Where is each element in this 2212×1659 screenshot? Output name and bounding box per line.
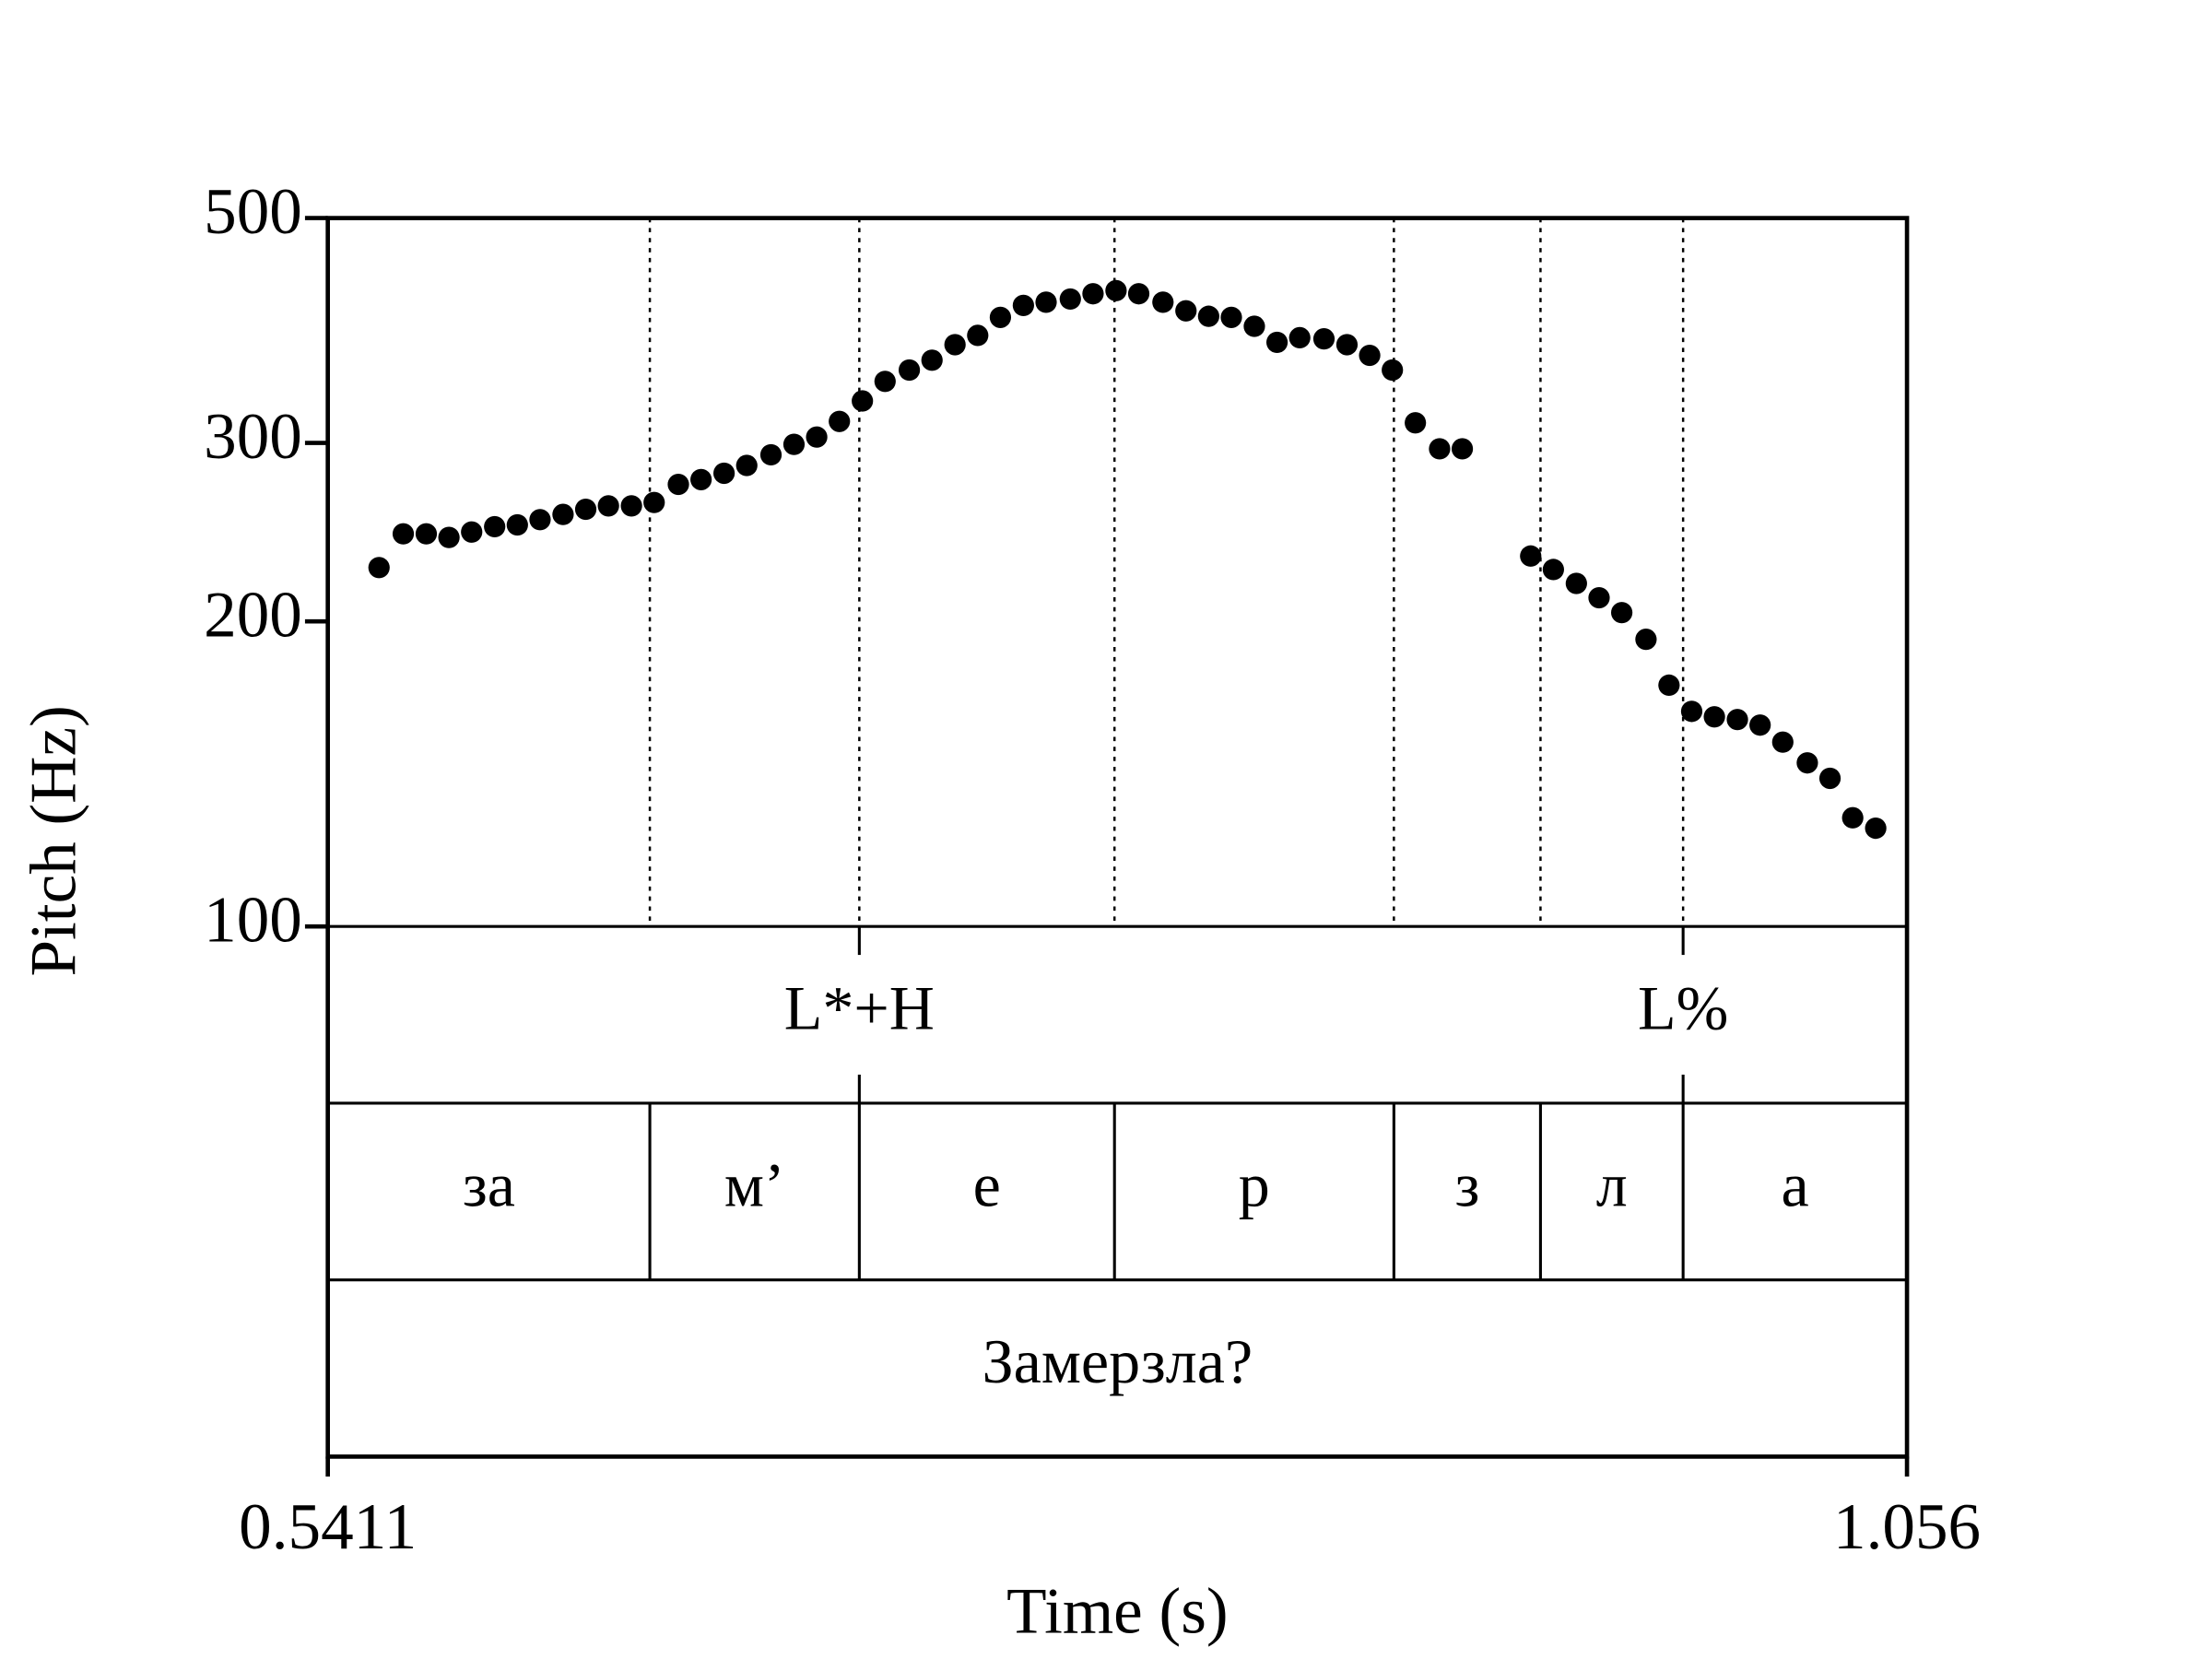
pitch-point [690,468,712,490]
pitch-point [643,491,665,513]
x-axis-label: Time (s) [1006,1575,1228,1647]
syllable-label: за [463,1149,515,1219]
pitch-point [1243,315,1265,337]
pitch-point [898,359,921,382]
x-tick-label: 1.056 [1833,1491,1981,1563]
sentence-label: Замерзла? [982,1326,1253,1396]
pitch-point [1796,752,1818,774]
pitch-point [735,454,758,477]
pitch-point [1335,334,1359,356]
pitch-point [1288,326,1311,348]
pitch-point [1312,328,1335,350]
y-tick-label: 100 [204,884,302,956]
pitch-point [574,498,597,521]
pitch-point [1520,545,1542,567]
pitch-point [944,334,966,356]
pitch-point [620,495,642,517]
pitch-point [967,324,989,347]
pitch-point [552,503,574,525]
pitch-point [1726,709,1748,731]
pitch-point [1012,294,1034,316]
pitch-point [1771,731,1794,753]
tone-label: L*+H [784,973,935,1043]
pitch-point [529,509,551,531]
syllable-label: м’ [724,1149,785,1219]
pitch-point [461,521,483,543]
pitch-point [1565,572,1587,594]
pitch-point [1680,700,1703,723]
pitch-point [1749,714,1771,736]
pitch-point [1382,359,1404,382]
pitch-point [1542,559,1564,581]
pitch-point [1359,344,1381,367]
pitch-point [1658,674,1680,697]
pitch-point [1152,291,1174,313]
pitch-point [1635,629,1657,651]
pitch-point [1105,279,1127,301]
pitch-point [829,410,851,432]
pitch-point [1611,602,1633,624]
pitch-point [1841,806,1864,829]
y-tick-label: 200 [204,579,302,651]
pitch-point [1059,288,1081,311]
syllable-label: а [1782,1149,1809,1219]
pitch-point [713,462,735,485]
pitch-point [1865,817,1887,840]
pitch-point [484,515,506,538]
tone-label: L% [1638,973,1728,1043]
pitch-point [921,349,943,371]
pitch-point [368,557,390,579]
syllable-label: е [973,1149,1001,1219]
pitch-point [1703,706,1725,728]
y-tick-label: 300 [204,401,302,473]
x-tick-label: 0.5411 [239,1491,417,1563]
pitch-point [1175,300,1197,322]
pitch-point [1405,412,1427,434]
pitch-point [782,433,806,455]
pitch-point [759,443,782,466]
pitch-point [1818,767,1841,790]
pitch-point [1197,305,1219,327]
syllable-label: р [1239,1149,1270,1219]
pitch-point [1588,586,1610,609]
pitch-point [438,526,460,548]
pitch-point [392,523,415,545]
pitch-point [1035,291,1057,313]
syllable-label: з [1454,1149,1479,1219]
y-axis-label: Pitch (Hz) [18,705,89,976]
pitch-point [415,523,438,545]
pitch-point [874,371,896,393]
pitch-point [1127,283,1150,305]
pitch-point [1082,283,1104,305]
pitch-point [989,306,1012,328]
pitch-point [506,513,528,536]
pitch-point [852,390,874,412]
pitch-point [806,426,828,448]
pitch-point [1429,438,1451,460]
syllable-label: л [1596,1149,1628,1219]
pitch-point [597,495,619,517]
pitch-point [1220,306,1242,328]
pitch-point [1451,438,1474,460]
pitch-point [1265,331,1288,354]
frame [325,216,1910,1459]
pitch-point [667,473,689,496]
y-tick-label: 500 [204,176,302,248]
